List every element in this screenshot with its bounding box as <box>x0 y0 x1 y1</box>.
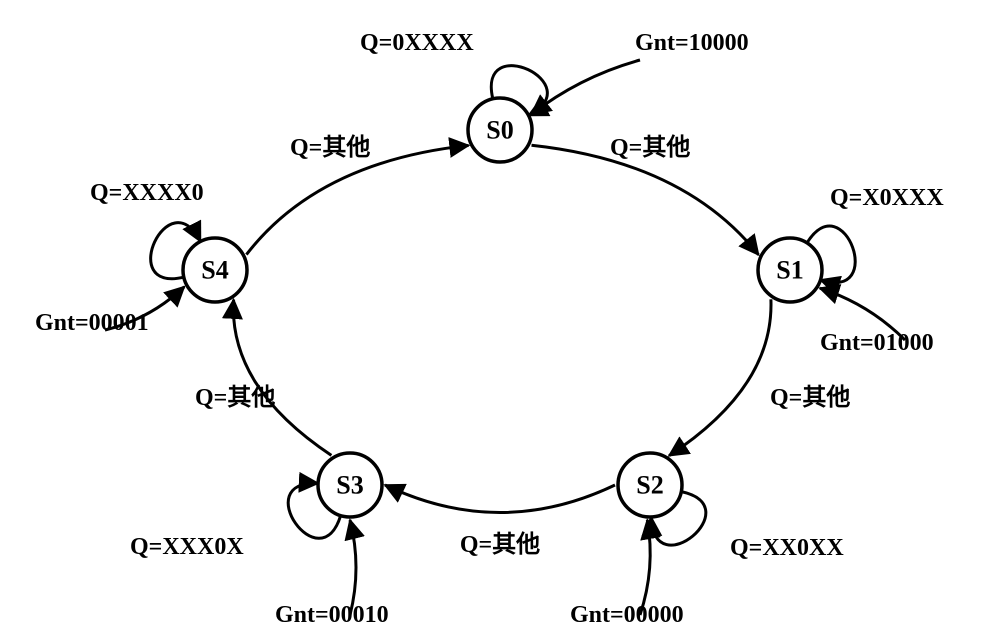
svg-text:S1: S1 <box>776 256 803 285</box>
transition-s2-s3 <box>385 485 615 513</box>
transition-s4-s0 <box>246 145 468 254</box>
transition-s3-s4 <box>233 300 331 456</box>
edge-label: Q=其他 <box>770 384 850 411</box>
edge-label: Q=XXXX0 <box>90 180 204 206</box>
entry-arrow-s2 <box>640 520 650 615</box>
edge-label: Q=其他 <box>195 384 275 411</box>
edge-label: Q=XXX0X <box>130 534 244 560</box>
edge-label: Gnt=00001 <box>35 310 149 336</box>
svg-text:S0: S0 <box>486 116 513 145</box>
edge-label: Gnt=10000 <box>635 30 749 56</box>
state-node-s3: S3 <box>318 453 382 517</box>
transition-s1-s2 <box>669 299 771 455</box>
edge-label: Q=X0XXX <box>830 185 944 211</box>
edge-label: Q=其他 <box>290 134 370 161</box>
svg-text:S3: S3 <box>336 471 363 500</box>
svg-text:S4: S4 <box>201 256 228 285</box>
state-node-s4: S4 <box>183 238 247 302</box>
edge-label: Gnt=01000 <box>820 330 934 356</box>
edge-label: Q=XX0XX <box>730 535 844 561</box>
svg-text:S2: S2 <box>636 471 663 500</box>
edge-label: Q=0XXXX <box>360 30 474 56</box>
edge-label: Gnt=00010 <box>275 602 389 628</box>
state-node-s2: S2 <box>618 453 682 517</box>
state-node-s0: S0 <box>468 98 532 162</box>
state-node-s1: S1 <box>758 238 822 302</box>
transition-s0-s1 <box>532 145 759 255</box>
state-machine-diagram: S0 S1 S2 S3 S4 Q=其他 Q=其他 Q=其他 Q=其他 Q=其他 Q=0XXXX Q=… <box>0 0 1000 636</box>
entry-arrow-s3 <box>350 520 356 615</box>
edge-label: Q=其他 <box>460 531 540 558</box>
edge-label: Gnt=00000 <box>570 602 684 628</box>
edge-label: Q=其他 <box>610 134 690 161</box>
